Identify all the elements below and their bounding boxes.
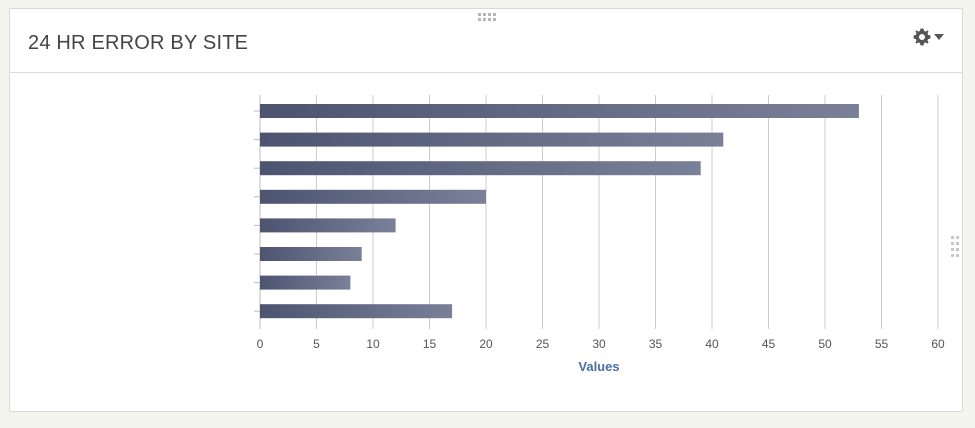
bar[interactable] xyxy=(260,218,396,233)
x-tick-label: 50 xyxy=(818,337,832,351)
x-tick-label: 10 xyxy=(366,337,380,351)
x-tick-label: 30 xyxy=(592,337,606,351)
x-tick-labels: 0 5 10 15 20 25 30 35 40 45 50 55 60 xyxy=(257,337,945,351)
widget-title: 24 HR ERROR BY SITE xyxy=(28,32,249,54)
x-tick-label: 40 xyxy=(705,337,719,351)
bar[interactable] xyxy=(260,161,701,176)
grip-vertical-icon[interactable] xyxy=(950,235,960,259)
x-tick-label: 20 xyxy=(479,337,493,351)
x-tick-label: 0 xyxy=(257,337,264,351)
widget-header: 24 HR ERROR BY SITE xyxy=(10,9,962,73)
grip-horizontal-icon[interactable] xyxy=(477,12,499,22)
x-tick-label: 55 xyxy=(875,337,889,351)
x-tick-label: 25 xyxy=(536,337,550,351)
x-tick-label: 45 xyxy=(762,337,776,351)
bar[interactable] xyxy=(260,189,486,204)
bar[interactable] xyxy=(260,132,724,147)
x-tick-label: 15 xyxy=(423,337,437,351)
bar[interactable] xyxy=(260,275,351,290)
category-labels xyxy=(254,110,260,312)
bar[interactable] xyxy=(260,247,362,261)
bar[interactable] xyxy=(260,104,859,118)
error-by-site-widget: 24 HR ERROR BY SITE xyxy=(9,8,963,412)
x-tick-label: 60 xyxy=(931,337,945,351)
settings-menu-button[interactable] xyxy=(912,27,948,49)
bar-chart: 0 5 10 15 20 25 30 35 40 45 50 55 60 Values xyxy=(10,73,964,413)
caret-down-icon[interactable] xyxy=(934,33,944,41)
gear-icon[interactable] xyxy=(912,27,932,47)
x-axis-title: Values xyxy=(578,359,619,374)
bars xyxy=(260,104,859,319)
gridlines xyxy=(259,95,939,329)
chart-svg: 0 5 10 15 20 25 30 35 40 45 50 55 60 Values xyxy=(254,95,945,374)
x-tick-label: 5 xyxy=(313,337,320,351)
x-tick-label: 35 xyxy=(649,337,663,351)
bar[interactable] xyxy=(260,304,453,319)
